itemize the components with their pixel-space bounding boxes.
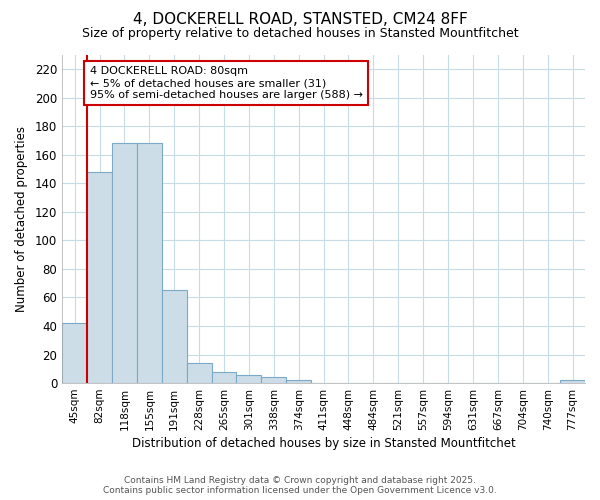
Bar (137, 144, 162, 383)
Bar (112, 144, 137, 383)
Bar (236, 374, 262, 383)
Text: Contains HM Land Registry data © Crown copyright and database right 2025.
Contai: Contains HM Land Registry data © Crown c… (103, 476, 497, 495)
Bar (62, 323, 87, 383)
Text: Size of property relative to detached houses in Stansted Mountfitchet: Size of property relative to detached ho… (82, 28, 518, 40)
Bar (286, 380, 311, 383)
Bar (262, 378, 286, 383)
Y-axis label: Number of detached properties: Number of detached properties (15, 126, 28, 312)
Bar (187, 363, 212, 383)
Bar (212, 372, 236, 383)
Text: 4 DOCKERELL ROAD: 80sqm
← 5% of detached houses are smaller (31)
95% of semi-det: 4 DOCKERELL ROAD: 80sqm ← 5% of detached… (89, 66, 362, 100)
X-axis label: Distribution of detached houses by size in Stansted Mountfitchet: Distribution of detached houses by size … (132, 437, 515, 450)
Bar (162, 290, 187, 383)
Text: 4, DOCKERELL ROAD, STANSTED, CM24 8FF: 4, DOCKERELL ROAD, STANSTED, CM24 8FF (133, 12, 467, 28)
Bar (560, 380, 585, 383)
Bar (87, 172, 112, 383)
